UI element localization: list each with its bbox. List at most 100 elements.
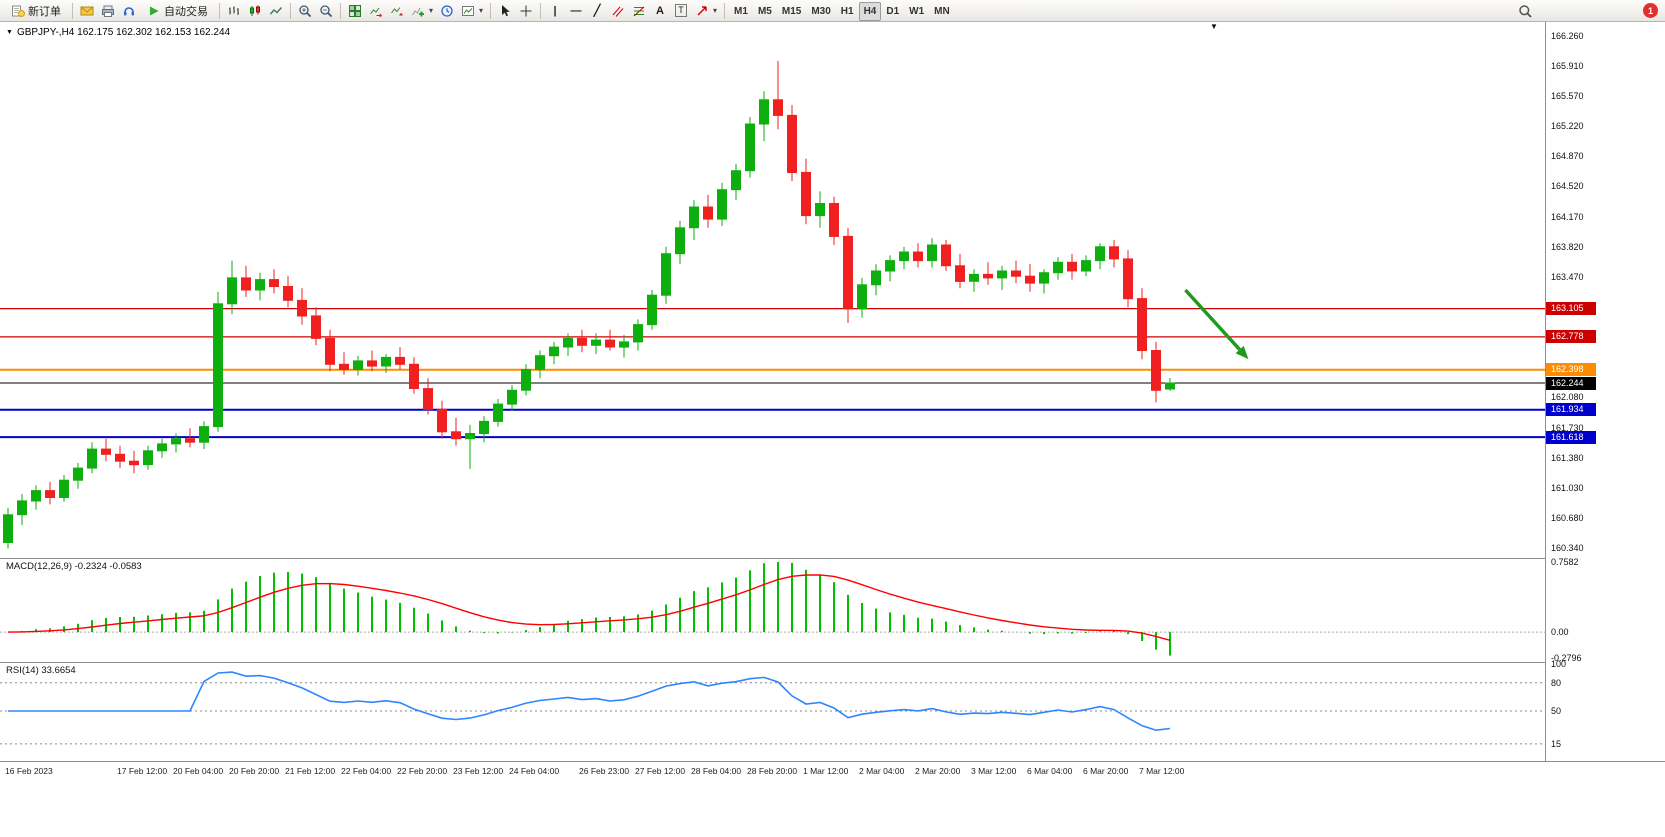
toolbar-separator (290, 2, 291, 19)
timeframe-button-m30[interactable]: M30 (806, 2, 835, 21)
arrows-tool-button[interactable]: ▾ (692, 1, 720, 20)
main-chart-canvas[interactable] (0, 22, 1545, 558)
new-order-button[interactable]: 新订单 (4, 1, 68, 20)
price-level-marker: 162.778 (1546, 330, 1596, 344)
fibonacci-icon (633, 6, 645, 16)
chart-shift-button[interactable] (387, 1, 407, 20)
time-axis[interactable]: 16 Feb 2023 17 Feb 12:00 20 Feb 04:00 20 Fe… (0, 761, 1665, 787)
chart-dropdown-icon[interactable]: ▼ (6, 29, 13, 36)
chart-title: ▼ GBPJPY-,H4 162.175 162.302 162.153 162… (6, 27, 230, 38)
toolbar: 新订单 自动交易 (0, 0, 1665, 22)
time-axis-label: 28 Feb 20:00 (747, 766, 798, 776)
timeframe-button-mn[interactable]: MN (929, 2, 955, 21)
fibonacci-tool-button[interactable] (629, 1, 649, 20)
zoom-in-button[interactable] (295, 1, 315, 20)
chevron-down-icon: ▾ (479, 6, 484, 15)
bar-chart-button[interactable] (224, 1, 244, 20)
macd-axis-label: 0.7582 (1551, 557, 1579, 567)
chart-shift-marker-icon[interactable]: ▼ (1210, 22, 1218, 31)
horizontal-line-icon: — (570, 4, 582, 17)
indicators-button[interactable]: ▾ (408, 1, 436, 20)
price-axis-label: 165.220 (1551, 120, 1584, 131)
timeframe-button-m5[interactable]: M5 (753, 2, 777, 21)
time-axis-label: 28 Feb 04:00 (691, 766, 742, 776)
time-axis-label: 3 Mar 12:00 (971, 766, 1017, 776)
chart-title-text: GBPJPY-,H4 162.175 162.302 162.153 162.2… (16, 27, 231, 38)
timeframe-button-h1[interactable]: H1 (836, 2, 859, 21)
trendline-tool-button[interactable]: ╱ (587, 1, 607, 20)
panel-separator[interactable] (0, 662, 1665, 663)
rsi-panel[interactable]: RSI(14) 33.6654 (0, 662, 1545, 760)
autotrading-icon (150, 6, 159, 15)
notification-badge[interactable]: 1 (1643, 3, 1658, 18)
toolbar-separator (219, 2, 220, 19)
crosshair-tool-button[interactable] (516, 1, 536, 20)
auto-scroll-button[interactable] (366, 1, 386, 20)
price-axis-label: 164.870 (1551, 151, 1584, 161)
search-button[interactable] (1515, 1, 1535, 20)
line-chart-icon (269, 6, 283, 14)
templates-button[interactable]: ▾ (458, 1, 486, 20)
time-axis-label: 26 Feb 23:00 (579, 766, 630, 776)
template-icon (462, 5, 475, 16)
text-tool-button[interactable]: A (650, 1, 670, 20)
new-order-icon (12, 5, 25, 17)
price-axis-label: 164.170 (1551, 211, 1584, 222)
auto-scroll-icon (370, 7, 382, 17)
macd-panel[interactable]: MACD(12,26,9) -0.2324 -0.0583 (0, 558, 1545, 662)
time-axis-label: 24 Feb 04:00 (509, 766, 560, 776)
price-axis-label: 165.910 (1551, 61, 1584, 72)
price-axis-label: 164.520 (1551, 181, 1584, 192)
vertical-line-tool-button[interactable]: | (545, 1, 565, 20)
label-tool-button[interactable]: T (671, 1, 691, 20)
timeframe-button-m15[interactable]: M15 (777, 2, 806, 21)
rsi-canvas[interactable] (0, 662, 1545, 760)
line-chart-button[interactable] (266, 1, 286, 20)
timeframe-button-d1[interactable]: D1 (881, 2, 904, 21)
mail-icon (80, 6, 94, 15)
tile-windows-icon (349, 4, 361, 17)
zoom-out-icon (320, 4, 333, 17)
rsi-axis-label: 100 (1551, 659, 1567, 669)
timeframe-button-m1[interactable]: M1 (729, 2, 753, 21)
timeframe-button-w1[interactable]: W1 (904, 2, 929, 21)
chevron-down-icon: ▾ (429, 6, 434, 15)
time-axis-label: 2 Mar 20:00 (915, 766, 961, 776)
price-axis-label: 165.570 (1551, 90, 1584, 101)
mail-button[interactable] (77, 1, 97, 20)
time-axis-label: 27 Feb 12:00 (635, 766, 686, 776)
panel-separator[interactable] (0, 558, 1665, 559)
toolbar-separator (72, 2, 73, 19)
cursor-tool-button[interactable] (495, 1, 515, 20)
macd-canvas[interactable] (0, 558, 1545, 662)
rsi-axis-label: 80 (1551, 677, 1562, 688)
time-axis-label: 1 Mar 12:00 (803, 766, 849, 776)
price-axis-label: 161.730 (1551, 422, 1584, 433)
zoom-in-icon (299, 4, 312, 17)
candlestick-chart-button[interactable] (245, 1, 265, 20)
price-scale[interactable]: 166.260 165.910 165.570 165.220 164.870 164.5… (1545, 22, 1665, 761)
autotrading-label: 自动交易 (164, 5, 208, 18)
tile-windows-button[interactable] (345, 1, 365, 20)
periods-button[interactable] (437, 1, 457, 20)
time-axis-label: 22 Feb 20:00 (397, 766, 448, 776)
vertical-line-icon: | (553, 4, 557, 17)
toolbar-separator (724, 2, 726, 19)
channel-tool-button[interactable] (608, 1, 628, 20)
toolbar-separator (340, 2, 341, 19)
rsi-axis-label: 50 (1551, 706, 1562, 716)
main-chart-panel[interactable]: ▼ GBPJPY-,H4 162.175 162.302 162.153 162… (0, 22, 1545, 558)
time-axis-label: 6 Mar 20:00 (1083, 766, 1129, 776)
price-level-marker: 161.934 (1546, 403, 1596, 417)
price-axis-label: 162.080 (1551, 392, 1584, 403)
timeframe-button-h4[interactable]: H4 (858, 1, 882, 21)
arrow-tool-icon (697, 5, 707, 15)
market-sound-button[interactable] (119, 1, 139, 20)
print-button[interactable] (98, 1, 118, 20)
autotrading-button[interactable]: 自动交易 (140, 1, 215, 20)
horizontal-line-tool-button[interactable]: — (566, 1, 586, 20)
time-axis-label: 20 Feb 04:00 (173, 766, 224, 776)
clock-icon (441, 4, 453, 17)
zoom-out-button[interactable] (316, 1, 336, 20)
